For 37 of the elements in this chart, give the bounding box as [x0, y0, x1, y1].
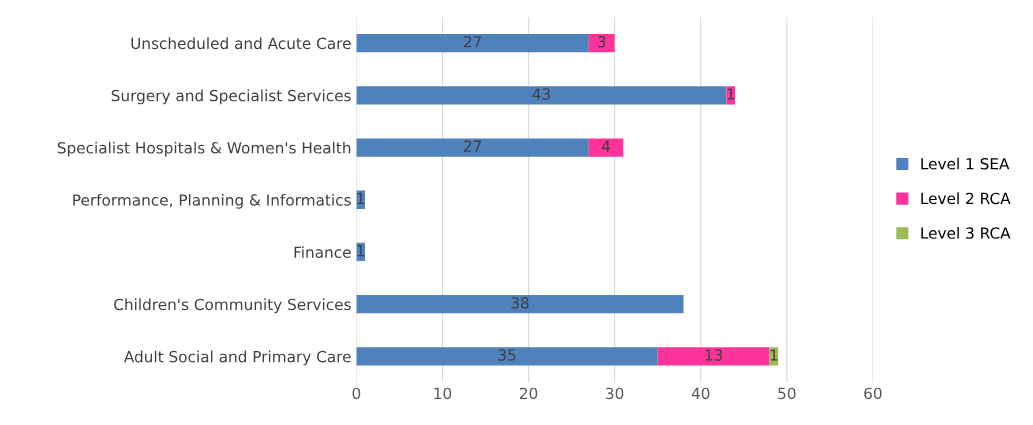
data-label: 43 — [532, 88, 550, 100]
x-tick-label: 0 — [352, 387, 361, 400]
bar — [356, 138, 589, 157]
y-tick-label: Unscheduled and Acute Care — [131, 37, 351, 50]
data-label: 27 — [464, 140, 482, 152]
bar — [588, 138, 624, 157]
y-tick-label: Children's Community Services — [114, 298, 351, 314]
y-tick-label: Finance — [294, 246, 351, 258]
data-label: 3 — [598, 35, 606, 48]
legend-label: Level 3 RCA — [921, 227, 1011, 239]
data-label: 35 — [498, 349, 516, 361]
bar — [657, 347, 770, 366]
y-tick-label: Performance, Planning & Informatics — [73, 193, 351, 209]
legend-label: Level 1 SEA — [921, 157, 1010, 170]
data-label: 38 — [511, 297, 529, 309]
x-tick-label: 40 — [691, 387, 710, 400]
x-tick-label: 20 — [519, 387, 538, 400]
y-tick-label: Adult Social and Primary Care — [123, 350, 351, 366]
data-label: 1 — [357, 245, 365, 257]
x-tick-label: 50 — [778, 387, 796, 400]
legend-label: Level 2 RCA — [921, 192, 1011, 205]
bar — [588, 33, 615, 53]
y-tick-label: Surgery and Specialist Services — [111, 89, 351, 105]
data-label: 27 — [464, 35, 482, 48]
x-tick-label: 60 — [864, 387, 882, 400]
data-label: 1 — [727, 88, 735, 100]
bar — [356, 33, 589, 53]
data-label: 1 — [770, 349, 778, 361]
data-label: 4 — [601, 140, 611, 152]
x-tick-label: 10 — [434, 387, 452, 400]
bar — [356, 295, 684, 314]
data-label: 1 — [357, 192, 365, 204]
bar — [356, 86, 727, 105]
y-tick-label: Specialist Hospitals & Women's Health — [57, 141, 351, 157]
data-label: 13 — [705, 349, 723, 361]
bar — [356, 347, 658, 366]
x-tick-label: 30 — [606, 387, 624, 400]
